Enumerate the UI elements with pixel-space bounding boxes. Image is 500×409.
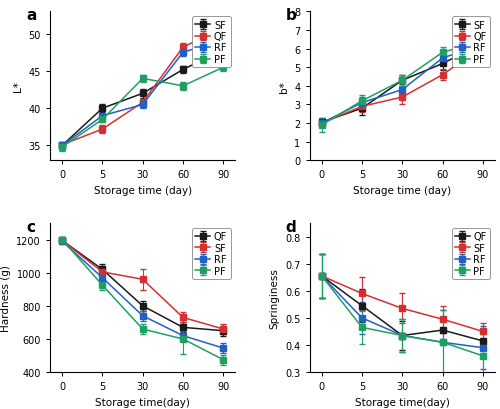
Text: d: d [286,219,296,234]
X-axis label: Storage time (day): Storage time (day) [94,186,192,196]
X-axis label: Storage time (day): Storage time (day) [353,186,452,196]
X-axis label: Storage time(day): Storage time(day) [355,397,450,407]
Text: a: a [26,8,36,23]
Legend: SF, QF, RF, PF: SF, QF, RF, PF [452,17,490,68]
X-axis label: Storage time(day): Storage time(day) [96,397,190,407]
Text: b: b [286,8,296,23]
Legend: QF, SF, RF, PF: QF, SF, RF, PF [452,228,490,279]
Legend: SF, QF, RF, PF: SF, QF, RF, PF [192,17,230,68]
Text: c: c [26,219,35,234]
Y-axis label: Hardness (g): Hardness (g) [1,265,11,331]
Y-axis label: L*: L* [13,81,23,92]
Legend: QF, SF, RF, PF: QF, SF, RF, PF [192,228,230,279]
Y-axis label: b*: b* [279,81,289,92]
Y-axis label: Springiness: Springiness [270,267,280,328]
